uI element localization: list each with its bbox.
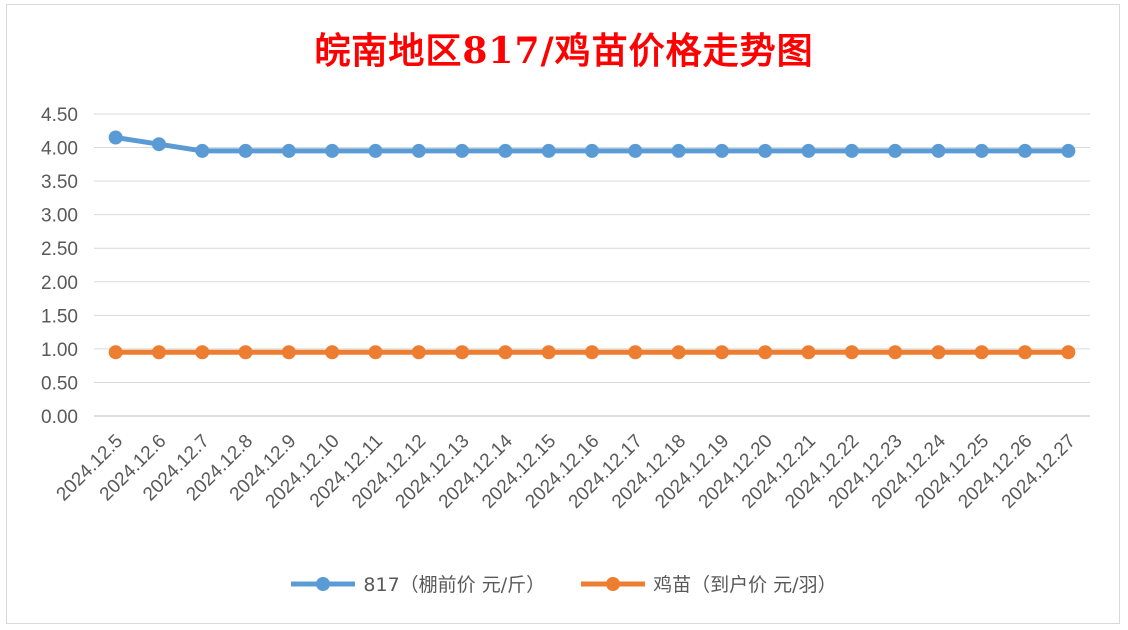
data-point [931, 143, 946, 158]
data-point [455, 345, 470, 360]
y-tick-label: 4.00 [41, 139, 78, 160]
data-point [801, 345, 816, 360]
data-point [1061, 143, 1076, 158]
data-point [714, 143, 729, 158]
data-point [628, 345, 643, 360]
data-point [108, 130, 123, 145]
data-point [411, 143, 426, 158]
data-point [368, 143, 383, 158]
data-point [108, 345, 123, 360]
data-point [714, 345, 729, 360]
data-point [368, 345, 383, 360]
data-point [455, 143, 470, 158]
data-point [1018, 345, 1033, 360]
data-point [888, 345, 903, 360]
y-tick-label: 1.00 [41, 340, 78, 361]
data-point [758, 345, 773, 360]
chart-frame [6, 4, 1120, 624]
y-tick-label: 2.00 [41, 273, 78, 294]
chart-legend: 817（棚前价 元/斤） 鸡苗（到户价 元/羽） [0, 570, 1128, 597]
data-point [498, 143, 513, 158]
y-tick-label: 3.50 [41, 172, 78, 193]
data-point [1061, 345, 1076, 360]
data-point [498, 345, 513, 360]
data-point [888, 143, 903, 158]
data-point [844, 345, 859, 360]
legend-label-817: 817（棚前价 元/斤） [363, 574, 546, 596]
legend-swatch-chick [581, 576, 646, 591]
data-point [585, 345, 599, 360]
data-point [281, 143, 296, 158]
data-point [628, 143, 643, 158]
data-point [238, 345, 253, 360]
y-tick-label: 4.50 [41, 105, 78, 126]
data-point [585, 143, 599, 158]
data-point [238, 143, 253, 158]
legend-item-817: 817（棚前价 元/斤） [291, 570, 545, 597]
y-tick-label: 3.00 [41, 206, 78, 227]
data-point [671, 345, 686, 360]
data-point [325, 345, 340, 360]
data-point [1018, 143, 1033, 158]
data-point [151, 345, 166, 360]
y-tick-label: 0.50 [41, 373, 78, 394]
data-point [411, 345, 426, 360]
data-point [541, 143, 556, 158]
data-point [758, 143, 773, 158]
y-tick-label: 1.50 [41, 306, 78, 327]
data-point [151, 137, 166, 152]
data-point [541, 345, 556, 360]
y-tick-label: 0.00 [41, 407, 78, 428]
data-point [801, 143, 816, 158]
data-point [281, 345, 296, 360]
data-point [671, 143, 686, 158]
data-point [844, 143, 859, 158]
legend-label-chick: 鸡苗（到户价 元/羽） [653, 574, 837, 596]
legend-item-chick: 鸡苗（到户价 元/羽） [581, 570, 837, 597]
data-point [931, 345, 946, 360]
chart-title: 皖南地区817/鸡苗价格走势图 [314, 30, 814, 72]
data-point [325, 143, 340, 158]
data-point [195, 143, 210, 158]
data-point [974, 143, 989, 158]
data-point [195, 345, 210, 360]
legend-swatch-817 [291, 576, 356, 591]
data-point [974, 345, 989, 360]
y-tick-label: 2.50 [41, 239, 78, 260]
